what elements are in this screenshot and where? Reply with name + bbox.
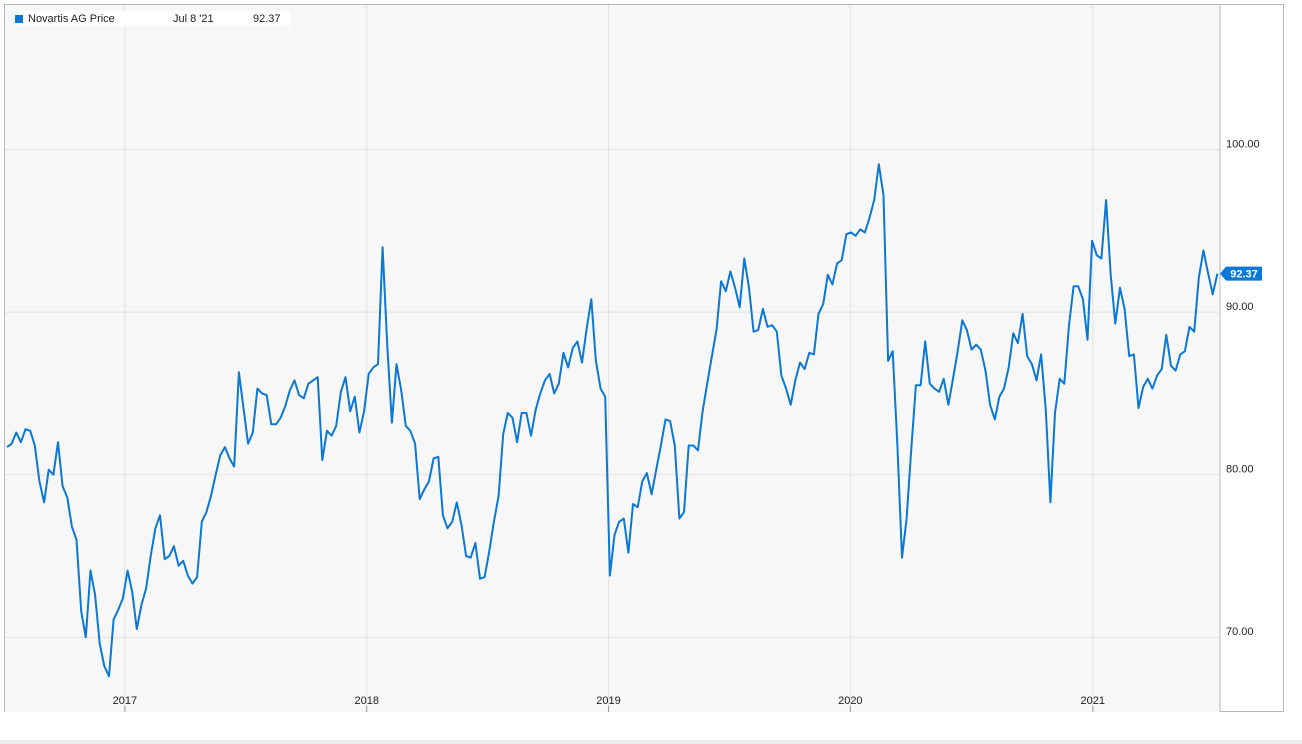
legend-date: Jul 8 '21 bbox=[173, 12, 214, 25]
legend-value: 92.37 bbox=[253, 12, 281, 25]
y-tick-label: 70.00 bbox=[1226, 626, 1254, 638]
last-value-flag: 92.37 bbox=[1220, 266, 1262, 281]
price-chart: 70.00 80.00 90.00 100.00 2017 2018 2019 2020 202… bbox=[5, 5, 1262, 712]
chart-frame: 70.00 80.00 90.00 100.00 2017 2018 2019 2020 202… bbox=[4, 4, 1284, 712]
y-tick-label: 100.00 bbox=[1226, 139, 1260, 151]
x-tick-label: 2018 bbox=[354, 695, 378, 707]
last-value-flag-bg bbox=[1220, 266, 1262, 281]
legend: Novartis AG Price Jul 8 '21 92.37 bbox=[15, 11, 291, 26]
last-value-label: 92.37 bbox=[1230, 269, 1258, 281]
x-tick-label: 2019 bbox=[596, 695, 620, 707]
legend-series-name: Novartis AG Price bbox=[28, 12, 115, 25]
legend-swatch bbox=[15, 14, 23, 23]
y-tick-label: 90.00 bbox=[1226, 301, 1254, 313]
x-tick-label: 2017 bbox=[113, 695, 137, 707]
y-tick-label: 80.00 bbox=[1226, 464, 1254, 476]
x-tick-label: 2021 bbox=[1081, 695, 1105, 707]
series-line bbox=[6, 163, 1219, 678]
plot-area bbox=[5, 5, 1220, 712]
x-tick-label: 2020 bbox=[838, 695, 862, 707]
bottom-strip bbox=[0, 740, 1302, 744]
